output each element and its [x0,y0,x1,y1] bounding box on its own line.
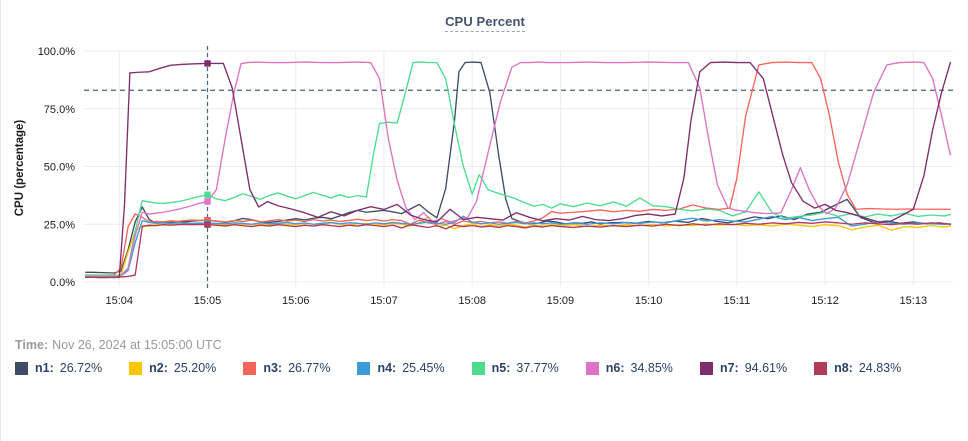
legend-item[interactable]: n1: 26.72% [15,361,102,375]
legend-series-value: 34.85% [630,361,673,375]
legend-series-name: n5: [491,361,511,375]
legend-series-value: 25.20% [173,361,217,375]
chart-title: CPU Percent [1,14,968,32]
legend-item[interactable]: n6: 34.85% [585,361,673,375]
legend-series-name: n4: [377,361,397,375]
legend-series-name: n2: [149,361,168,375]
legend-color-swatch [699,361,713,375]
legend-color-swatch [243,361,257,375]
legend-color-swatch [15,361,28,375]
svg-text:0.0%: 0.0% [50,277,75,289]
legend-color-swatch [471,361,485,375]
legend-series-value: 94.61% [744,361,788,375]
cpu-percent-line-chart[interactable]: 0.0%25.0%50.0%75.0%100.0% 15:04 15:05 15:0… [1,0,968,330]
legend-item[interactable]: n3: 26.77% [243,361,330,375]
legend-series-name: n6: [605,361,625,375]
svg-text:15:09: 15:09 [547,295,575,307]
svg-text:15:11: 15:11 [723,295,750,307]
chart-title-text: CPU Percent [445,14,525,32]
legend-item[interactable]: n7: 94.61% [699,361,788,375]
legend-color-swatch [585,361,599,375]
x-axis-ticks: 15:04 15:05 15:06 15:07 15:08 15:09 15:10 15:11… [106,295,928,307]
legend-item[interactable]: n2: 25.20% [129,361,216,375]
series-lines [85,61,952,279]
svg-text:15:06: 15:06 [282,295,310,307]
legend-series-value: 37.77% [516,361,559,375]
legend-item[interactable]: n4: 25.45% [357,361,445,375]
svg-text:15:04: 15:04 [106,295,134,307]
svg-text:50.0%: 50.0% [44,162,75,174]
svg-text:15:05: 15:05 [194,295,222,307]
svg-text:15:13: 15:13 [900,295,928,307]
legend-series-name: n1: [35,361,54,375]
legend-series-value: 26.72% [59,361,103,375]
svg-text:75.0%: 75.0% [44,104,75,116]
legend-series-name: n3: [263,361,283,375]
svg-text:25.0%: 25.0% [44,219,75,231]
legend-item[interactable]: n5: 37.77% [471,361,559,375]
legend-series-value: 26.77% [288,361,331,375]
chart-legend: n1: 26.72% n2: 25.20% n3: 26.77% n4: 25.45% n5: 3… [15,361,955,384]
y-axis-label: CPU (percentage) [14,120,26,217]
tooltip-time-value: Nov 26, 2024 at 15:05:00 UTC [52,338,222,352]
legend-series-value: 25.45% [402,361,445,375]
chart-tooltip: Time: Nov 26, 2024 at 15:05:00 UTC n1: 26.… [15,338,955,384]
legend-color-swatch [129,361,143,375]
svg-text:15:08: 15:08 [458,295,486,307]
svg-text:15:07: 15:07 [370,295,398,307]
tooltip-time-row: Time: Nov 26, 2024 at 15:05:00 UTC [15,338,955,352]
legend-series-value: 24.83% [858,361,902,375]
svg-text:15:10: 15:10 [635,295,663,307]
y-axis-ticks: 0.0% 25.0% 50.0% 75.0% 100.0% [38,46,76,289]
tooltip-time-key: Time: [15,338,49,352]
crosshair-markers [204,60,211,228]
legend-item[interactable]: n8: 24.83% [814,361,901,375]
legend-color-swatch [814,361,828,375]
legend-color-swatch [357,361,371,375]
legend-series-name: n8: [834,361,853,375]
svg-text:100.0%: 100.0% [38,46,76,58]
svg-text:15:12: 15:12 [811,295,839,307]
legend-series-name: n7: [719,361,739,375]
